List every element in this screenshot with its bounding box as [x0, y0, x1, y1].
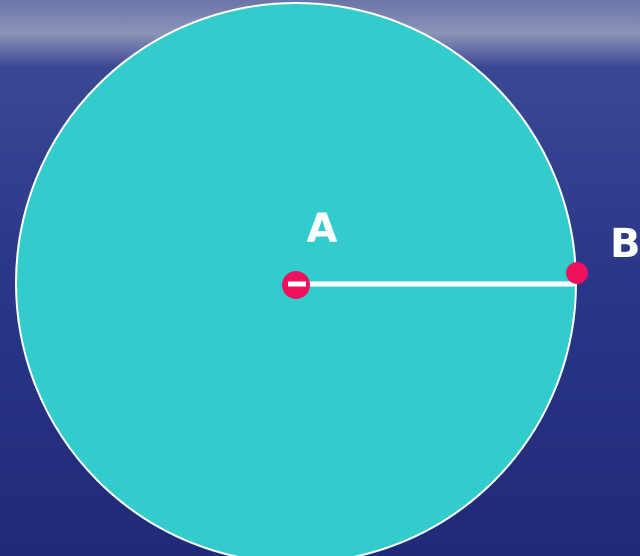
edge-point — [566, 262, 588, 284]
label-b: B — [610, 221, 640, 267]
label-a: A — [307, 206, 338, 252]
